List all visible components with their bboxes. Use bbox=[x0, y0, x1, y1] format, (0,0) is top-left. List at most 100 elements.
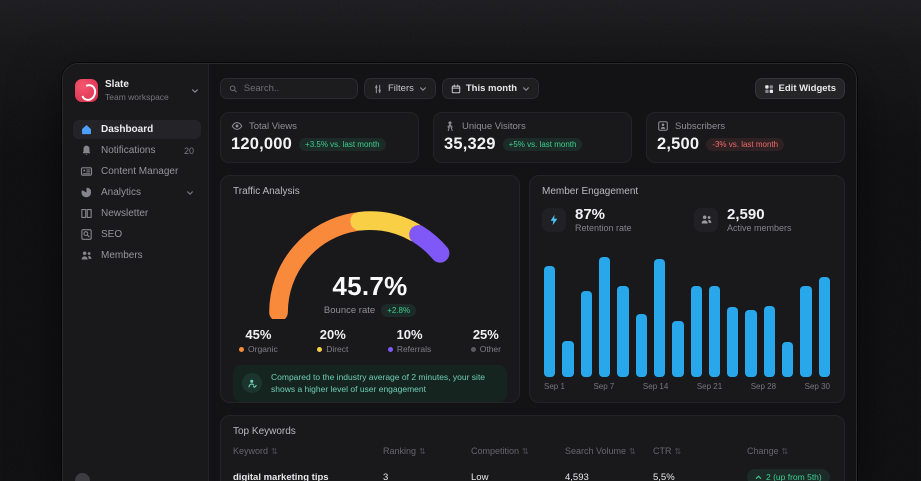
column-header-ranking[interactable]: Ranking ⇅ bbox=[383, 446, 426, 456]
bar bbox=[763, 306, 776, 377]
main-content: Filters This month Edit Widgets Total Vi… bbox=[209, 64, 856, 481]
edit-widgets-label: Edit Widgets bbox=[778, 83, 836, 94]
chevron-down-icon bbox=[192, 88, 198, 93]
bell-icon bbox=[80, 144, 93, 157]
workspace-switcher[interactable]: Slate Team workspace bbox=[73, 77, 201, 114]
bar bbox=[544, 266, 556, 377]
sidebar-item-newsletter[interactable]: Newsletter bbox=[73, 204, 201, 223]
seo-search-icon bbox=[80, 228, 93, 241]
cell-ranking: 3 bbox=[383, 471, 389, 481]
stat-card-unique-visitors[interactable]: Unique Visitors 35,329 +5% vs. last month bbox=[433, 112, 632, 163]
period-label: This month bbox=[465, 83, 518, 94]
stat-delta-badge: -3% vs. last month bbox=[706, 138, 785, 151]
lightning-icon bbox=[542, 207, 566, 232]
legend-item-other: 25% Other bbox=[470, 327, 501, 354]
bar bbox=[562, 340, 574, 377]
sidebar-item-label: Content Manager bbox=[101, 166, 179, 178]
bar bbox=[635, 314, 647, 377]
members-icon bbox=[694, 207, 718, 232]
sidebar-item-analytics[interactable]: Analytics bbox=[73, 183, 201, 202]
bar bbox=[598, 256, 611, 377]
bar bbox=[708, 286, 721, 377]
x-tick: Sep 30 bbox=[804, 382, 830, 391]
chevron-down-icon bbox=[187, 190, 193, 195]
stat-card-subscribers[interactable]: Subscribers 2,500 -3% vs. last month bbox=[646, 112, 845, 163]
retention-value: 87% bbox=[575, 206, 606, 223]
chevron-down-icon bbox=[419, 86, 426, 91]
cell-ctr: 5,5% bbox=[653, 471, 675, 481]
stat-label: Unique Visitors bbox=[462, 120, 526, 132]
bar bbox=[580, 291, 592, 377]
engagement-note: Compared to the industry average of 2 mi… bbox=[233, 365, 507, 402]
column-header-competition[interactable]: Competition ⇅ bbox=[471, 446, 529, 456]
stat-label: Subscribers bbox=[675, 120, 726, 132]
keywords-table-header: Keyword ⇅ Ranking ⇅ Competition ⇅ Search Vo… bbox=[233, 446, 832, 456]
stat-delta-badge: +5% vs. last month bbox=[502, 138, 583, 151]
sidebar-item-label: Newsletter bbox=[101, 208, 149, 220]
sidebar: Slate Team workspace Dashboard Notificat… bbox=[63, 64, 209, 481]
widgets-row: Traffic Analysis 45.7% Bounce rate +2.8% bbox=[220, 175, 845, 403]
bar bbox=[818, 276, 830, 377]
column-header-search-volume[interactable]: Search Volume ⇅ bbox=[565, 446, 636, 456]
workspace-subtitle: Team workspace bbox=[105, 91, 169, 102]
active-members-metric: 2,590 Active members bbox=[694, 206, 832, 233]
stat-value: 35,329 bbox=[444, 135, 496, 153]
topbar: Filters This month Edit Widgets bbox=[220, 78, 845, 99]
search-input[interactable] bbox=[243, 83, 349, 94]
stat-card-total-views[interactable]: Total Views 120,000 +3.5% vs. last month bbox=[220, 112, 419, 163]
panel-title: Traffic Analysis bbox=[233, 186, 300, 197]
bar bbox=[745, 310, 757, 377]
sidebar-item-content-manager[interactable]: Content Manager bbox=[73, 162, 201, 181]
bar bbox=[617, 286, 629, 377]
app-window: Slate Team workspace Dashboard Notificat… bbox=[62, 63, 857, 481]
filters-icon bbox=[375, 84, 381, 93]
keywords-table-row[interactable]: digital marketing tips 3 Low 4,593 5,5% … bbox=[233, 469, 832, 481]
workspace-name: Slate bbox=[105, 79, 129, 90]
users-icon bbox=[80, 249, 93, 262]
sort-icon[interactable]: ⇅ bbox=[419, 447, 426, 456]
active-members-value: 2,590 bbox=[727, 206, 765, 223]
column-header-change[interactable]: Change ⇅ bbox=[747, 446, 789, 456]
sort-icon[interactable]: ⇅ bbox=[522, 447, 529, 456]
sort-icon[interactable]: ⇅ bbox=[629, 447, 636, 456]
edit-widgets-button[interactable]: Edit Widgets bbox=[754, 78, 845, 99]
x-tick: Sep 28 bbox=[750, 382, 777, 391]
column-header-ctr[interactable]: CTR ⇅ bbox=[653, 446, 682, 456]
chevron-up-icon bbox=[755, 474, 762, 479]
search-box[interactable] bbox=[220, 78, 358, 99]
engagement-metrics: 87% Retention rate 2,590 Active members bbox=[542, 206, 832, 233]
column-header-keyword[interactable]: Keyword ⇅ bbox=[233, 446, 278, 456]
bar bbox=[800, 286, 812, 377]
sidebar-item-seo[interactable]: SEO bbox=[73, 225, 201, 244]
filters-button[interactable]: Filters bbox=[364, 78, 436, 99]
bar bbox=[690, 286, 702, 377]
calendar-icon bbox=[451, 84, 461, 93]
change-badge: 2 (up from 5th) bbox=[747, 469, 830, 481]
sidebar-item-members[interactable]: Members bbox=[73, 246, 201, 265]
sidebar-item-dashboard[interactable]: Dashboard bbox=[73, 120, 201, 140]
member-engagement-panel: Member Engagement 87% Retention rate bbox=[529, 175, 845, 403]
stat-value: 2,500 bbox=[657, 135, 700, 153]
direct-dot bbox=[317, 346, 323, 352]
bar bbox=[653, 259, 666, 377]
legend-item-referrals: 10% Referrals bbox=[387, 327, 431, 354]
x-tick: Sep 7 bbox=[593, 382, 615, 391]
top-keywords-panel: Top Keywords Keyword ⇅ Ranking ⇅ Competiti… bbox=[220, 415, 845, 481]
sidebar-item-notifications[interactable]: Notifications 20 bbox=[73, 141, 201, 160]
active-members-label: Active members bbox=[727, 223, 792, 234]
sidebar-nav: Dashboard Notifications 20 Content Manag… bbox=[73, 120, 201, 265]
period-selector[interactable]: This month bbox=[441, 78, 540, 99]
visitor-icon bbox=[447, 121, 453, 132]
person-check-icon bbox=[242, 373, 262, 394]
sidebar-item-label: Notifications bbox=[101, 145, 156, 157]
user-avatar[interactable] bbox=[75, 473, 90, 481]
stat-value: 120,000 bbox=[231, 135, 293, 153]
x-tick: Sep 1 bbox=[544, 382, 565, 391]
sort-icon[interactable]: ⇅ bbox=[674, 447, 682, 456]
sort-icon[interactable]: ⇅ bbox=[271, 447, 278, 456]
stat-label: Total Views bbox=[249, 120, 297, 132]
traffic-analysis-panel: Traffic Analysis 45.7% Bounce rate +2.8% bbox=[220, 175, 520, 403]
sort-icon[interactable]: ⇅ bbox=[781, 447, 789, 456]
bar bbox=[672, 320, 684, 377]
